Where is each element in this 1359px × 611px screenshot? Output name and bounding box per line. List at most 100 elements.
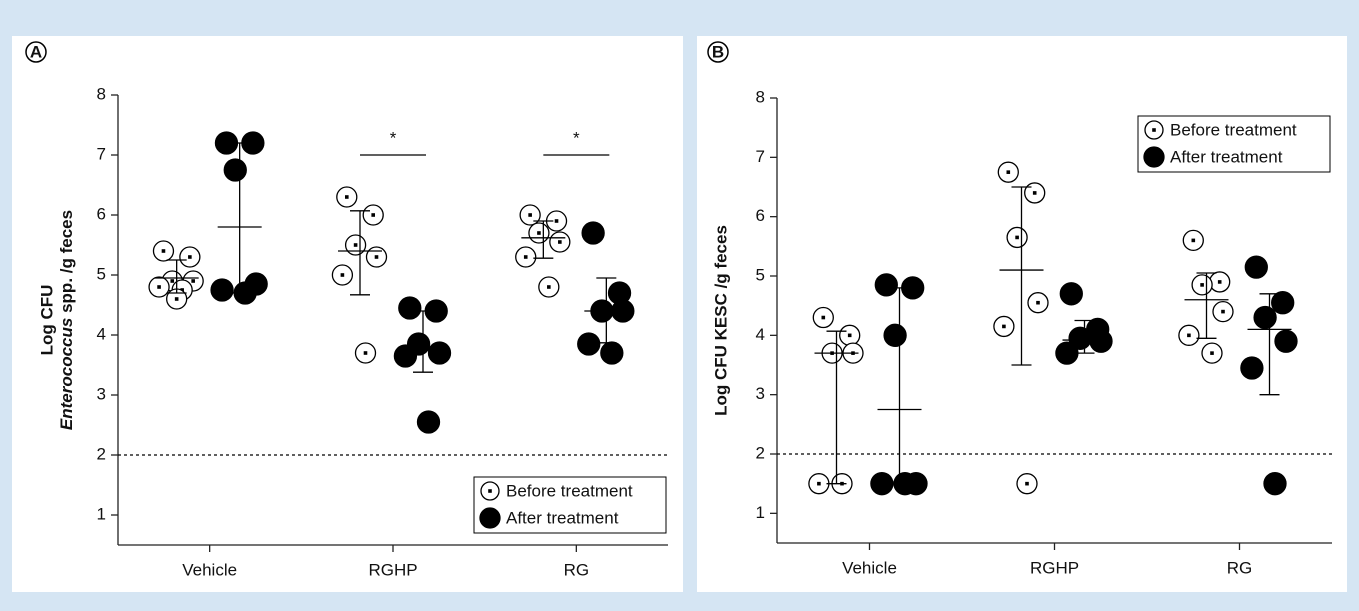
y-tick-label: 7 [97,144,106,163]
point-circle [600,341,624,365]
point-dot [191,279,195,283]
legend-entry: After treatment [479,507,619,529]
point-circle [1253,305,1277,330]
point-circle [223,158,247,182]
data-point [1271,291,1295,315]
x-tick-label: RG [1227,558,1253,577]
data-point [528,222,550,244]
y-tick-label: 7 [756,147,765,166]
y-tick-label: 1 [756,503,765,522]
data-point [1182,229,1204,252]
y-tick-label: 8 [97,84,106,103]
point-dot [174,297,179,301]
data-point [600,341,624,365]
data-point [874,273,898,297]
point-dot [345,195,349,199]
y-tick-label: 6 [756,206,765,225]
data-point [1191,274,1213,296]
y-tick-label: 5 [97,264,106,283]
data-point [331,264,354,286]
point-dot [161,249,166,253]
panel-badge [707,41,729,63]
legend-entry: After treatment [1143,146,1283,168]
point-circle [210,278,234,302]
data-point [166,288,188,310]
point-circle [1274,329,1298,353]
legend-box [473,476,667,534]
data-point [336,186,358,208]
y-tick-label: 4 [756,325,765,344]
data-point [398,296,422,320]
point-dot [558,240,562,244]
point-circle [398,296,422,320]
legend-label: Before treatment [1170,120,1297,139]
data-point [1212,300,1234,323]
point-dot [1187,333,1191,338]
point-circle [393,344,418,368]
legend-dot [1152,128,1156,132]
y-axis-label-rest: spp. /g feces [57,210,76,313]
point-circle [427,341,452,365]
data-point [1059,282,1083,306]
data-point [223,158,247,182]
data-point [362,204,384,226]
data-point [365,246,388,268]
point-circle [1089,329,1113,353]
point-dot [188,255,192,259]
point-circle [581,221,605,245]
point-circle [883,323,907,347]
data-point [515,246,537,268]
x-tick-label: Vehicle [842,558,897,577]
point-dot [547,285,551,289]
data-point [1016,473,1038,495]
point-dot [1200,283,1204,287]
point-circle [1271,291,1295,315]
data-point [152,240,175,262]
data-point [1209,271,1231,293]
point-dot [821,315,826,320]
data-point [839,324,861,346]
point-dot [817,481,821,486]
y-tick-label: 2 [756,443,765,462]
point-dot [1015,235,1019,240]
data-point [883,323,907,347]
point-dot [340,273,345,277]
data-point [427,341,452,365]
point-dot [1006,170,1011,174]
data-point [1274,329,1298,353]
data-point [549,231,571,253]
point-dot [847,333,852,338]
panel-badge [25,41,47,63]
x-tick-label: RGHP [1030,558,1079,577]
panel-label: A [30,42,42,61]
y-axis-label: Log CFU [37,285,56,356]
data-point [416,410,441,434]
significance-label: * [573,128,580,147]
point-dot [1217,280,1222,284]
x-tick-label: RG [564,560,590,579]
data-point [148,276,170,298]
data-point [1240,356,1264,380]
point-dot [523,255,528,259]
data-point [993,315,1015,338]
point-dot [1036,300,1040,305]
point-dot [353,243,358,247]
data-point [1089,329,1113,353]
panel-label: B [712,42,724,61]
point-dot [528,213,532,217]
point-circle [416,410,441,434]
y-tick-label: 4 [97,324,106,343]
point-dot [1210,351,1214,355]
data-point [1027,292,1049,314]
y-tick-label: 6 [97,204,106,223]
point-dot [554,219,559,223]
data-point [1024,182,1046,204]
legend-label: Before treatment [506,481,633,500]
data-point [179,246,201,268]
legend-box [1137,115,1331,173]
y-tick-label: 3 [756,384,765,403]
point-dot [1032,191,1037,195]
point-dot [1221,309,1225,314]
data-point [354,342,377,364]
